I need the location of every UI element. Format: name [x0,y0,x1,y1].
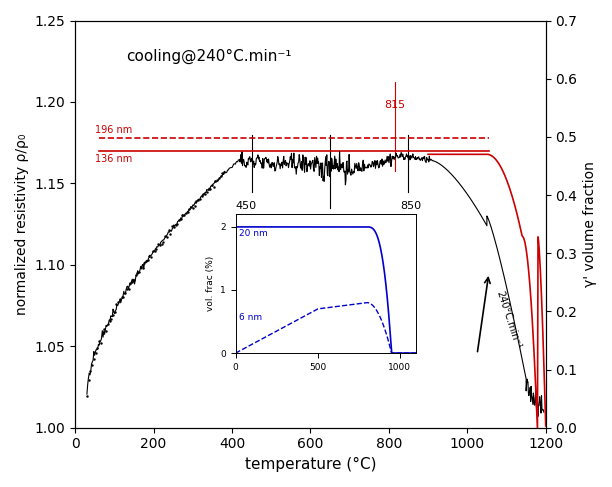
Y-axis label: normalized resistivity ρ/ρ₀: normalized resistivity ρ/ρ₀ [15,133,29,315]
Text: 450: 450 [235,202,256,211]
Text: 20 nm: 20 nm [239,229,267,238]
Text: 136 nm: 136 nm [95,154,132,164]
Text: 815: 815 [384,100,405,111]
Text: 196 nm: 196 nm [95,125,132,135]
Text: 6 nm: 6 nm [239,313,262,322]
X-axis label: temperature (°C): temperature (°C) [245,457,376,472]
Text: 650: 650 [319,214,340,225]
Y-axis label: γ' volume fraction: γ' volume fraction [583,161,597,287]
Text: 240°C.min⁻¹: 240°C.min⁻¹ [494,289,522,350]
Y-axis label: vol. frac (%): vol. frac (%) [206,256,215,311]
Text: 850: 850 [401,202,422,211]
Text: cooling@240°C.min⁻¹: cooling@240°C.min⁻¹ [126,49,292,64]
